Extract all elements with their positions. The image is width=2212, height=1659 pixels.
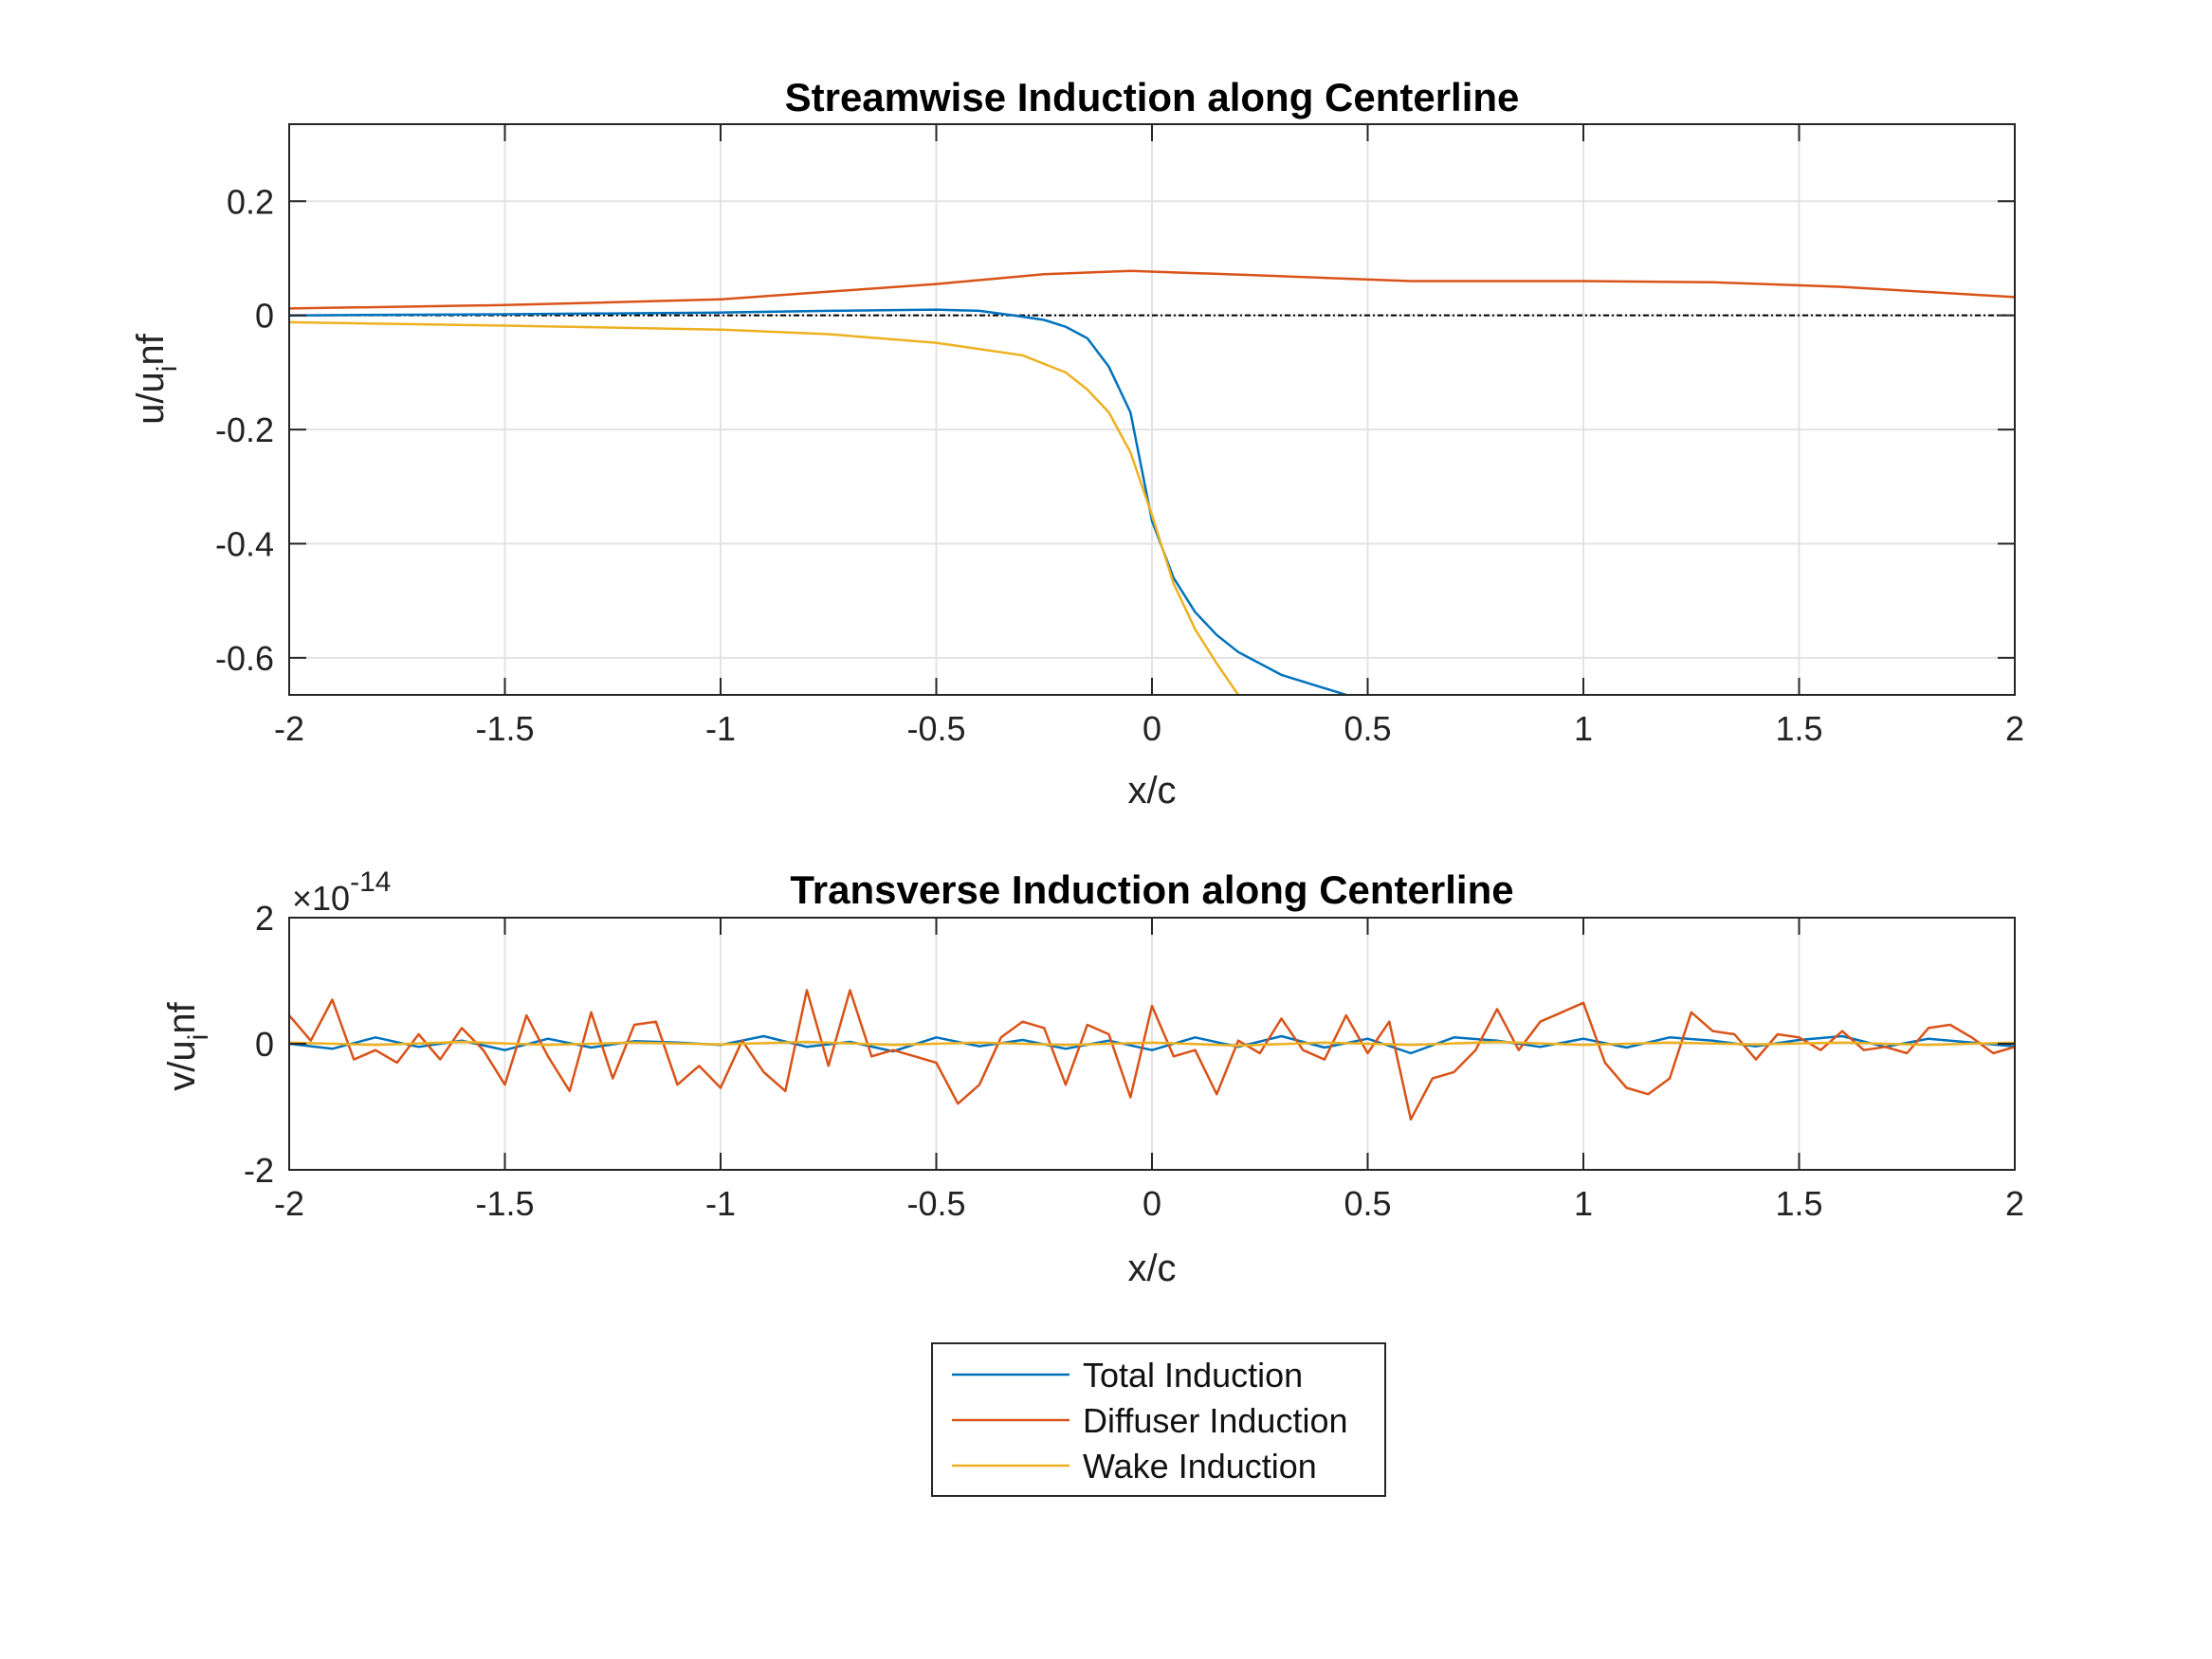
y-axis-label-transverse-tail: nf <box>161 1001 203 1033</box>
x-tick-label: 0.5 <box>1344 1184 1391 1223</box>
x-tick-label: 1.5 <box>1775 1184 1822 1223</box>
x-tick-label: -2 <box>274 1184 304 1223</box>
series-line-total <box>289 308 1347 695</box>
x-tick-label: 1 <box>1574 709 1593 748</box>
y-tick-label: -0.4 <box>215 524 274 563</box>
y-axis-label-transverse-sub: i <box>183 1034 214 1041</box>
legend: Total Induction Diffuser Induction Wake … <box>931 1342 1386 1497</box>
panel-transverse: Transverse Induction along Centerline ×1… <box>161 866 2024 1289</box>
series-line-wake <box>289 320 1240 695</box>
x-tick-label: 1.5 <box>1775 709 1822 748</box>
series-line-diffuser <box>289 989 2015 1121</box>
legend-label-diffuser: Diffuser Induction <box>1083 1401 1348 1440</box>
legend-label-total: Total Induction <box>1083 1356 1303 1395</box>
chart-title-streamwise: Streamwise Induction along Centerline <box>785 75 1520 119</box>
x-tick-label: 0 <box>1143 709 1161 748</box>
x-tick-label: 0 <box>1143 1184 1161 1223</box>
x-tick-label: -0.5 <box>906 709 965 748</box>
y-tick-label: 0.2 <box>227 182 274 221</box>
y-axis-exponent-base: ×10 <box>292 879 350 918</box>
y-axis-exponent-power: -14 <box>350 866 391 898</box>
chart-title-transverse: Transverse Induction along Centerline <box>790 867 1513 912</box>
x-axis-label-transverse: x/c <box>1127 1248 1176 1289</box>
x-tick-label: 0.5 <box>1344 709 1391 748</box>
x-tick-label: -0.5 <box>906 1184 965 1223</box>
x-tick-label: -1.5 <box>475 1184 534 1223</box>
grid-streamwise <box>288 124 2016 695</box>
ticks-streamwise: -2 -1.5 -1 -0.5 0 0.5 1 1.5 2 -0.6 -0.4 -0.2 0 0.2 <box>215 124 2024 748</box>
y-axis-exponent: ×10-14 <box>292 866 391 918</box>
x-tick-label: -1 <box>705 1184 736 1223</box>
y-axis-label-streamwise: u/uinf <box>130 333 183 425</box>
y-axis-label-streamwise-tail: nf <box>130 333 172 365</box>
x-tick-label: -1 <box>705 709 736 748</box>
series-line-diffuser <box>289 269 2015 310</box>
y-tick-label: 0 <box>255 297 274 336</box>
x-tick-label: 2 <box>2005 709 2024 748</box>
x-tick-label: -2 <box>274 709 304 748</box>
x-tick-label: 2 <box>2005 1184 2024 1223</box>
series-streamwise <box>289 269 2015 695</box>
series-line-wake <box>289 1040 2015 1048</box>
y-tick-label: -2 <box>244 1151 274 1190</box>
y-axis-label-streamwise-sub: i <box>152 366 183 373</box>
series-transverse <box>289 989 2015 1121</box>
legend-label-wake: Wake Induction <box>1083 1447 1317 1486</box>
x-tick-label: 1 <box>1574 1184 1593 1223</box>
y-axis-label-streamwise-main: u/u <box>130 372 172 425</box>
ticks-transverse: -2 -1.5 -1 -0.5 0 0.5 1 1.5 2 -2 0 2 <box>244 899 2024 1223</box>
y-tick-label: -0.2 <box>215 410 274 449</box>
x-axis-label-streamwise: x/c <box>1127 770 1176 811</box>
y-axis-label-transverse-main: v/u <box>161 1040 203 1090</box>
x-tick-label: -1.5 <box>475 709 534 748</box>
y-axis-label-transverse: v/uinf <box>161 1001 214 1090</box>
y-tick-label: 2 <box>255 899 274 938</box>
y-tick-label: 0 <box>255 1025 274 1064</box>
y-tick-label: -0.6 <box>215 639 274 678</box>
panel-streamwise: Streamwise Induction along Centerline x/… <box>130 75 2024 811</box>
